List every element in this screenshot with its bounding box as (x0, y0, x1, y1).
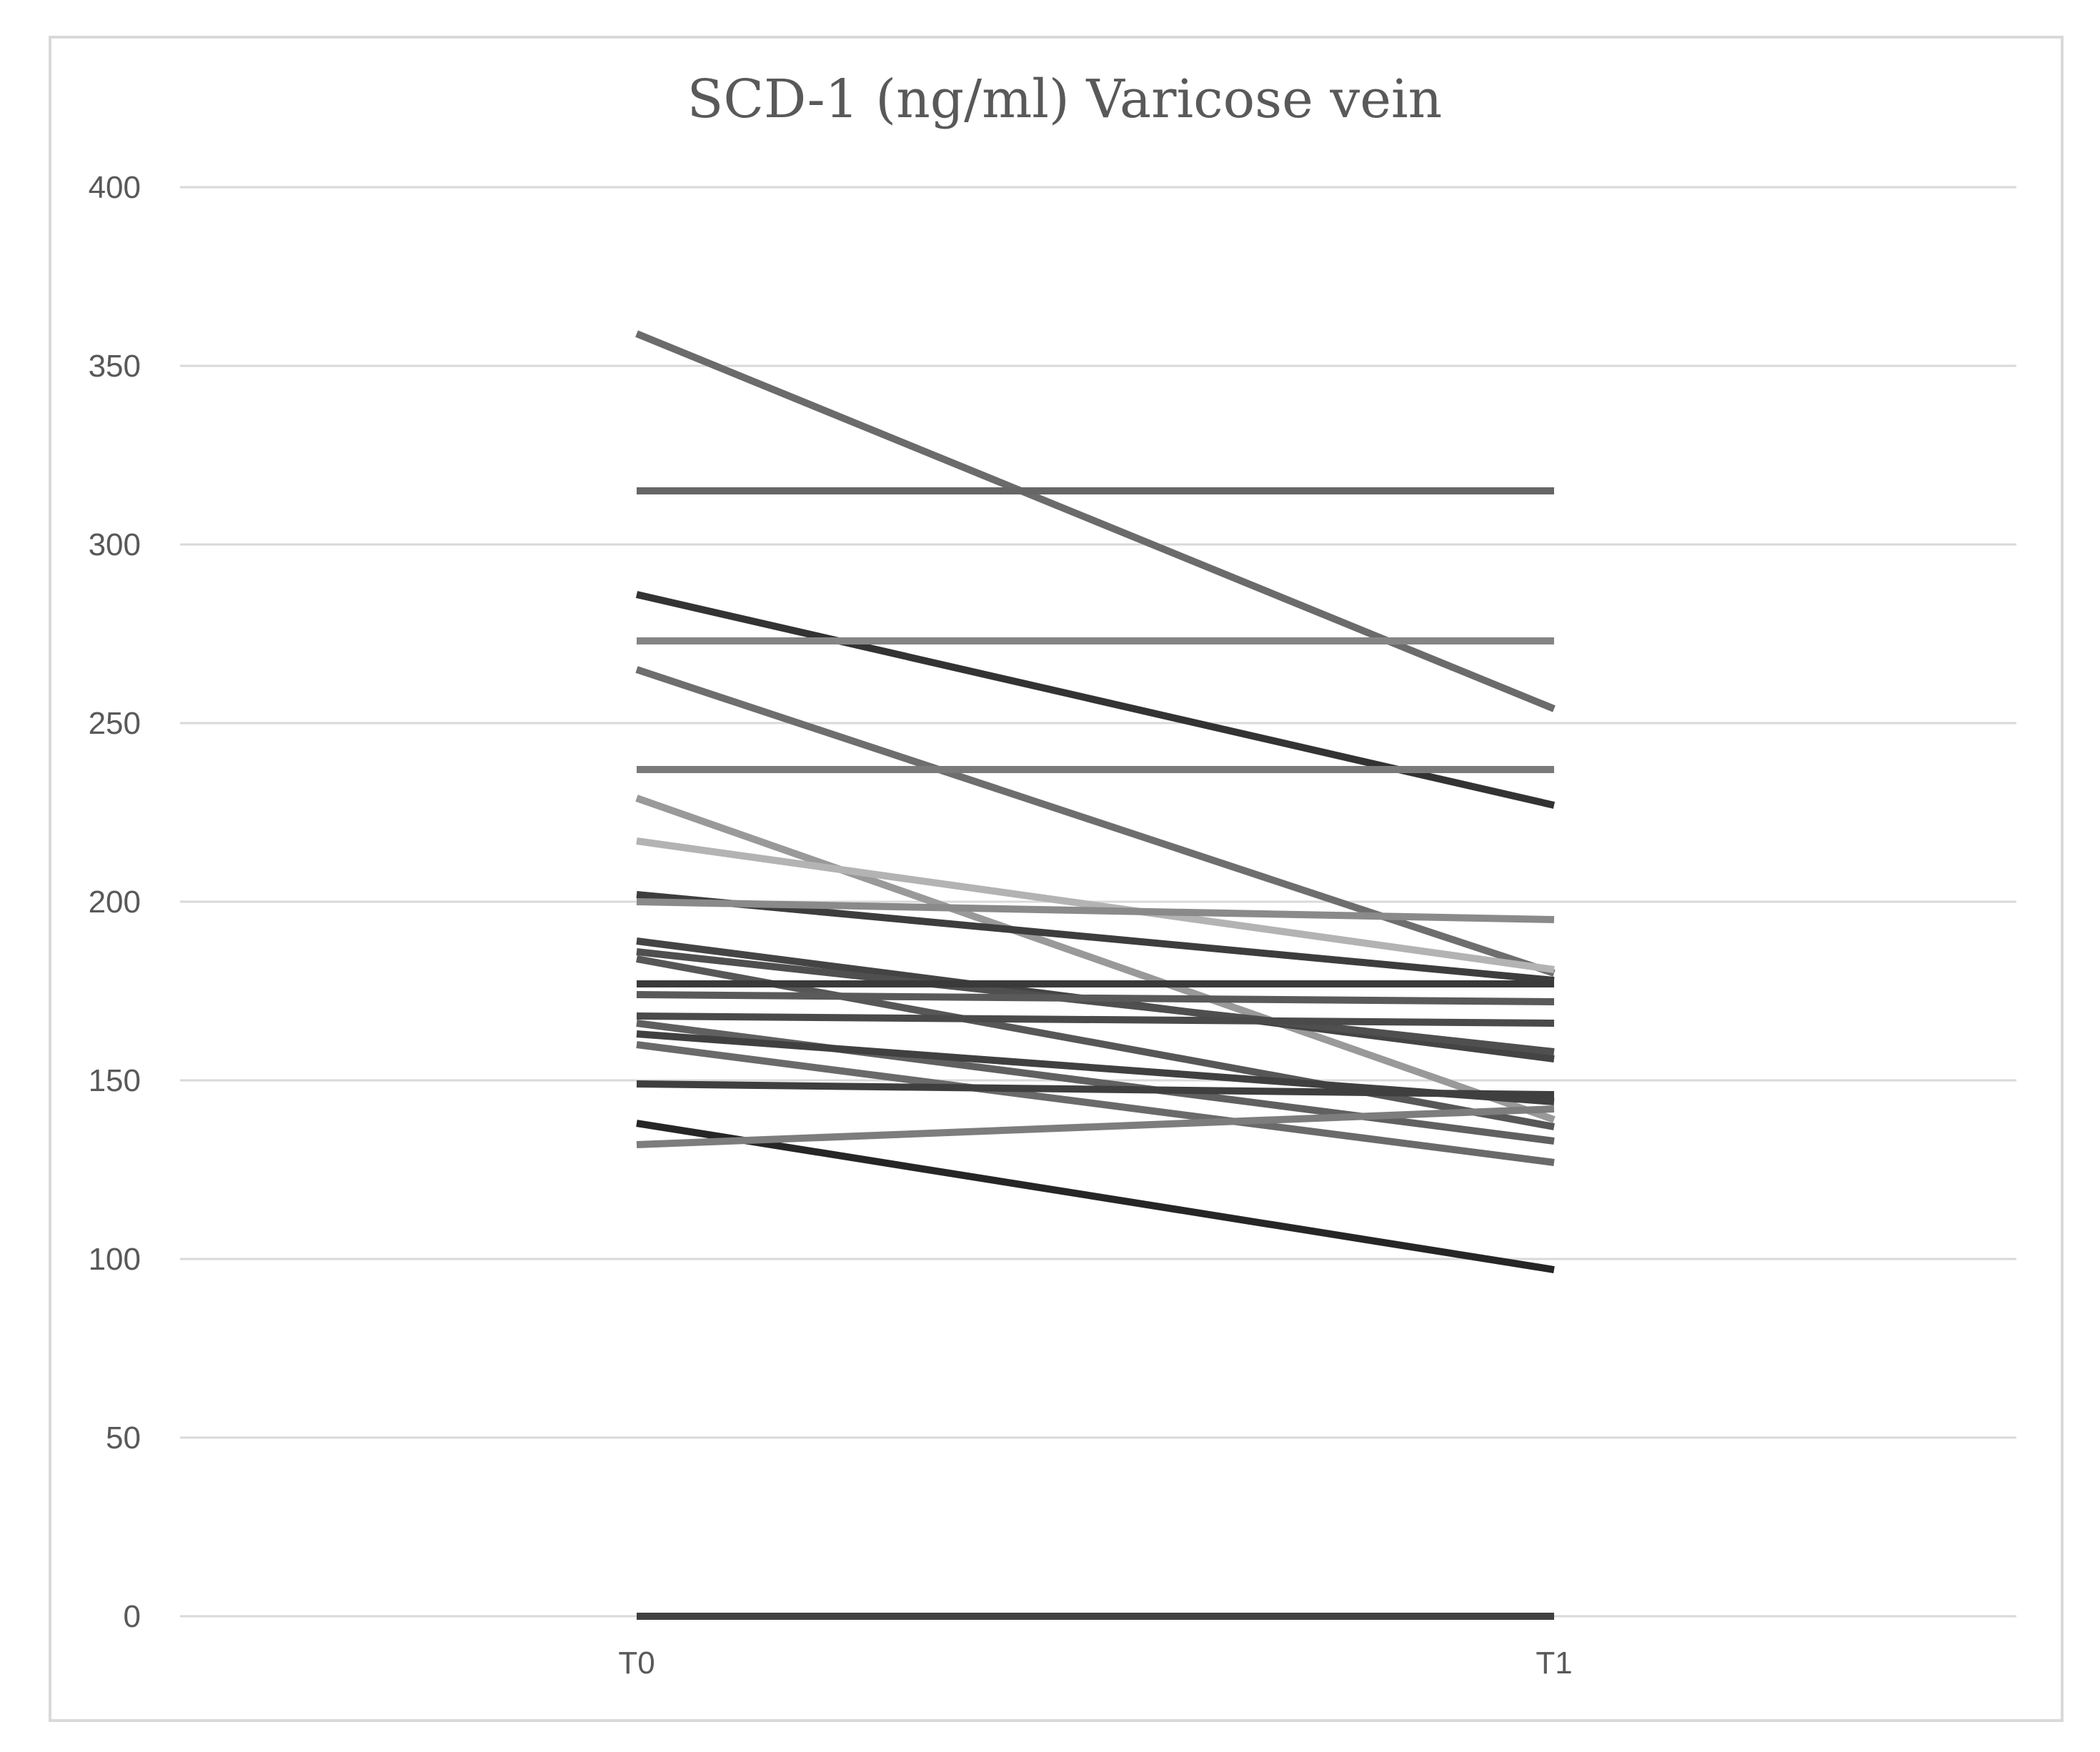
x-tick-labels: T0 T1 (618, 1646, 1572, 1681)
x-tick-label-T1: T1 (1536, 1646, 1572, 1681)
series-line-22 (636, 1105, 1555, 1148)
y-tick-label-100: 100 (89, 1242, 141, 1277)
series-line-19 (636, 1041, 1555, 1166)
series-line-5 (635, 666, 1556, 977)
series-line-21 (636, 1120, 1555, 1273)
y-tick-label-150: 150 (89, 1063, 141, 1098)
series-line-1 (635, 330, 1556, 712)
y-tick-label-200: 200 (89, 885, 141, 920)
chart-svg: SCD-1 (ng/ml) Varicose vein 0 50 100 150 200… (89, 69, 2016, 1681)
series-line-9 (636, 891, 1555, 984)
y-tick-label-350: 350 (89, 349, 141, 384)
series-line-10 (636, 898, 1555, 923)
grid-lines (180, 186, 2016, 1618)
y-tick-label-400: 400 (89, 170, 141, 205)
y-tick-label-50: 50 (106, 1420, 141, 1455)
y-tick-labels: 0 50 100 150 200 250 300 350 400 (89, 170, 141, 1634)
chart-title: SCD-1 (ng/ml) Varicose vein (687, 69, 1443, 130)
series-line-16 (636, 1012, 1555, 1027)
series-line-3 (635, 591, 1556, 809)
y-tick-label-0: 0 (124, 1599, 141, 1634)
chart-frame: SCD-1 (ng/ml) Varicose vein 0 50 100 150 200… (49, 36, 2064, 1722)
y-tick-label-250: 250 (89, 706, 141, 741)
series-line-15 (636, 991, 1555, 1005)
series-line-7 (635, 795, 1556, 1123)
series-line-20 (636, 1080, 1555, 1098)
x-tick-label-T0: T0 (618, 1646, 655, 1681)
y-tick-label-300: 300 (89, 527, 141, 562)
series-line-8 (636, 837, 1555, 973)
series-lines (635, 330, 1556, 1620)
